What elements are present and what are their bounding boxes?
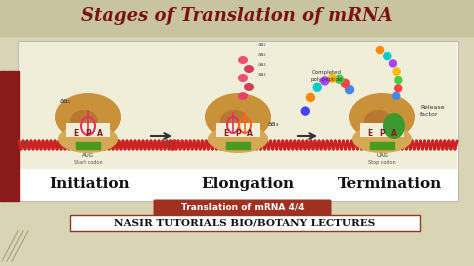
Bar — [0, 0, 474, 36]
Bar — [360, 123, 404, 137]
Circle shape — [390, 60, 396, 67]
Ellipse shape — [238, 56, 248, 64]
Circle shape — [395, 85, 401, 92]
Text: Termination: Termination — [338, 177, 442, 191]
Text: aa₃: aa₃ — [268, 121, 279, 127]
Ellipse shape — [220, 110, 248, 132]
Circle shape — [393, 68, 400, 75]
Text: P: P — [379, 128, 385, 138]
Bar — [226, 142, 250, 149]
Ellipse shape — [208, 125, 268, 153]
Ellipse shape — [238, 74, 248, 82]
Text: A: A — [247, 128, 253, 138]
Ellipse shape — [55, 93, 121, 141]
Text: E: E — [73, 128, 79, 138]
Text: aa₂: aa₂ — [258, 52, 266, 57]
Ellipse shape — [349, 93, 415, 141]
Bar — [216, 123, 260, 137]
Text: UAG: UAG — [376, 153, 388, 158]
Bar — [18, 41, 458, 201]
Ellipse shape — [383, 113, 405, 139]
Text: Initiation: Initiation — [50, 177, 130, 191]
Ellipse shape — [244, 83, 254, 91]
Ellipse shape — [352, 125, 412, 153]
Text: Stages of Translation of mRNA: Stages of Translation of mRNA — [81, 7, 393, 25]
Circle shape — [321, 77, 328, 85]
Ellipse shape — [238, 92, 248, 100]
Circle shape — [393, 92, 400, 99]
Circle shape — [301, 107, 309, 115]
Text: Translation of mRNA 4/4: Translation of mRNA 4/4 — [181, 203, 304, 212]
Circle shape — [328, 74, 337, 82]
Text: Stop codon: Stop codon — [368, 160, 396, 165]
Circle shape — [395, 77, 402, 84]
Circle shape — [384, 53, 391, 60]
Circle shape — [346, 86, 354, 94]
Bar — [0, 71, 19, 201]
Text: P: P — [235, 128, 241, 138]
Text: P: P — [85, 128, 91, 138]
Ellipse shape — [70, 110, 98, 132]
Text: E: E — [223, 128, 228, 138]
Text: aa₄: aa₄ — [258, 72, 266, 77]
Text: A: A — [97, 128, 103, 138]
Text: Elongation: Elongation — [201, 177, 294, 191]
Ellipse shape — [364, 110, 392, 132]
Text: AUG: AUG — [82, 153, 94, 158]
FancyBboxPatch shape — [154, 200, 331, 215]
Text: Release
factor: Release factor — [420, 105, 445, 117]
Bar — [70, 215, 420, 231]
Circle shape — [376, 47, 383, 53]
Circle shape — [341, 79, 349, 87]
Circle shape — [313, 83, 321, 91]
Bar — [76, 142, 100, 149]
Ellipse shape — [244, 65, 254, 73]
Text: Start codon: Start codon — [73, 160, 102, 165]
Bar — [66, 123, 110, 137]
Circle shape — [307, 93, 314, 101]
Text: A: A — [391, 128, 397, 138]
Text: 5': 5' — [22, 141, 28, 147]
Circle shape — [336, 75, 344, 83]
Text: NASIR TUTORIALS BIO/BOTANY LECTURES: NASIR TUTORIALS BIO/BOTANY LECTURES — [114, 218, 375, 227]
Ellipse shape — [205, 93, 271, 141]
Bar — [370, 142, 394, 149]
Text: aa₃: aa₃ — [258, 62, 266, 67]
Text: aa₁: aa₁ — [60, 98, 71, 104]
Text: 3': 3' — [163, 141, 169, 147]
Text: Completed
polypeptide: Completed polypeptide — [311, 70, 343, 82]
Text: E: E — [367, 128, 373, 138]
Ellipse shape — [58, 125, 118, 153]
Bar — [19, 42, 457, 169]
Text: aa₁: aa₁ — [258, 42, 266, 47]
